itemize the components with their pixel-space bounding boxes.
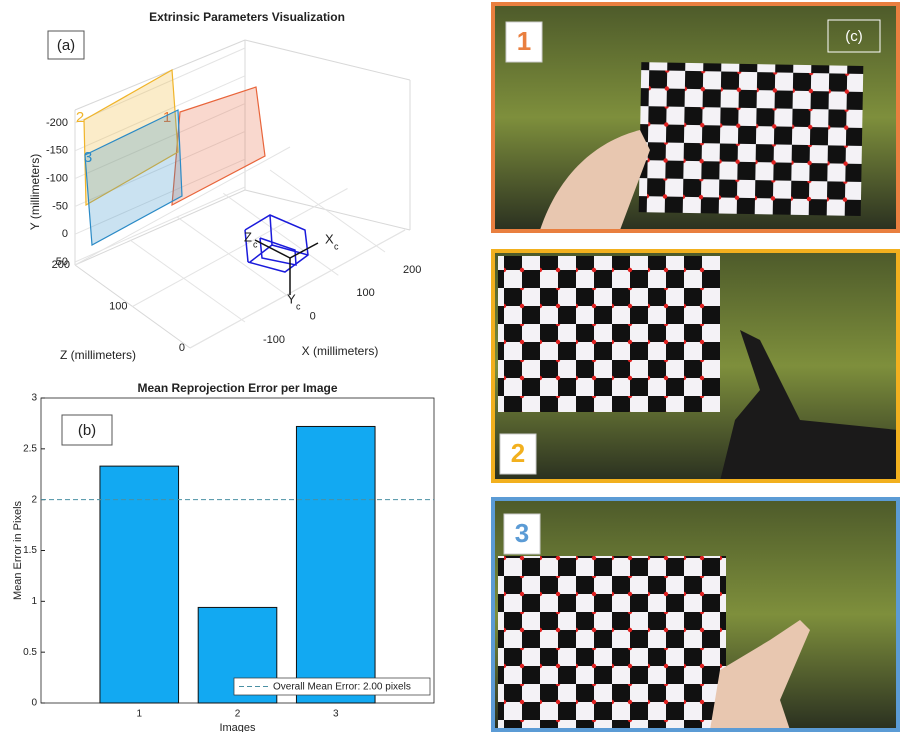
hand <box>540 130 650 230</box>
camera-frustum <box>244 214 309 273</box>
box-edge <box>74 189 246 266</box>
box-edge <box>74 39 246 111</box>
plane-label: 1 <box>163 109 171 126</box>
camera-axis <box>254 239 291 259</box>
axis-label: X (millimeters) <box>302 344 379 358</box>
axis-label: Y (millimeters) <box>28 154 42 230</box>
camera-axis-label: X <box>325 231 334 246</box>
x-tick-label: 3 <box>333 709 339 720</box>
panel-label-box <box>47 30 85 60</box>
photo-label: 1 <box>517 26 531 56</box>
camera-frustum <box>269 214 273 246</box>
y-tick-label: -50 <box>52 200 68 212</box>
extrinsic-plane <box>171 86 266 207</box>
camera-axis-label: Z <box>244 229 252 244</box>
y-tick-label: -150 <box>46 145 68 157</box>
y-tick-label: -100 <box>46 173 68 185</box>
camera-axis-subscript: c <box>253 239 258 249</box>
y-tick-label: 0 <box>31 698 37 709</box>
camera-axis-label: Y <box>287 291 296 306</box>
bar <box>295 425 376 704</box>
camera-frustum <box>244 229 249 263</box>
panel-label-box <box>827 19 881 53</box>
y-tick-label: 1 <box>31 596 37 607</box>
x-tick-label: 100 <box>356 287 374 299</box>
y-tick-label: 2.5 <box>23 443 37 454</box>
box-edge <box>244 39 411 81</box>
checkerboard <box>638 62 864 216</box>
x-tick-label: 200 <box>403 264 421 276</box>
x-tick-label: 1 <box>136 709 142 720</box>
plane-label: 3 <box>84 149 92 166</box>
x-tick-label: -100 <box>263 334 285 346</box>
grid-line <box>129 239 246 323</box>
grid-line <box>223 192 339 276</box>
z-tick-label: 200 <box>52 259 70 271</box>
y-tick-label: 0 <box>62 228 68 240</box>
extrinsic-plane <box>83 69 179 207</box>
grid-line <box>74 146 291 266</box>
extrinsic-plane <box>84 109 183 246</box>
grid-line <box>189 229 406 349</box>
y-tick-label: 0.5 <box>23 647 37 658</box>
axis-label: Z (millimeters) <box>60 348 136 362</box>
x-tick-label: 0 <box>310 311 316 323</box>
photo-label-box <box>499 433 537 475</box>
grid-line <box>74 47 246 124</box>
grid-line <box>269 169 386 253</box>
chart-title: Mean Reprojection Error per Image <box>137 381 337 395</box>
y-tick-label: -200 <box>46 117 68 129</box>
hand <box>710 620 810 730</box>
photo-layer <box>493 4 898 730</box>
legend-box <box>233 677 431 696</box>
axis-label: Images <box>219 722 256 732</box>
camera-axis <box>289 242 319 259</box>
photo-frame <box>491 497 900 732</box>
y-tick-label: 1.5 <box>23 545 37 556</box>
panel-label: (b) <box>78 422 96 439</box>
grid-line <box>74 103 246 180</box>
legend-label: Overall Mean Error: 2.00 pixels <box>273 682 411 693</box>
plane-label: 2 <box>76 109 84 126</box>
chart-title: Extrinsic Parameters Visualization <box>149 10 345 24</box>
photo-frame <box>491 2 900 233</box>
panel-label-box <box>61 414 113 446</box>
panel-label: (c) <box>845 28 863 45</box>
panel-label: (a) <box>57 37 75 54</box>
photo-label-box <box>503 513 541 555</box>
y-tick-label: 2 <box>31 494 37 505</box>
checkerboard <box>498 256 720 412</box>
grid-line <box>74 158 246 235</box>
bar <box>99 465 180 704</box>
axis-label: Mean Error in Pixels <box>12 500 24 600</box>
box-edge <box>244 189 411 231</box>
camera-axis-subscript: c <box>334 241 339 251</box>
y-tick-label: 50 <box>56 256 68 268</box>
photo-label-box <box>505 21 543 63</box>
photo-label: 2 <box>511 438 525 468</box>
camera-frustum <box>271 244 309 256</box>
grid-line <box>74 130 246 207</box>
z-tick-label: 0 <box>179 342 185 354</box>
grid-line <box>132 188 348 307</box>
camera-axis-subscript: c <box>296 301 301 311</box>
photo-frame <box>491 249 900 483</box>
z-tick-label: 100 <box>109 300 127 312</box>
arm <box>720 330 898 481</box>
grid-line <box>74 75 246 152</box>
x-tick-label: 2 <box>235 709 241 720</box>
grid-line <box>176 216 292 300</box>
camera-frustum <box>259 237 297 266</box>
checkerboard <box>498 556 726 728</box>
y-tick-label: 3 <box>31 393 37 404</box>
photo-label: 3 <box>515 518 529 548</box>
